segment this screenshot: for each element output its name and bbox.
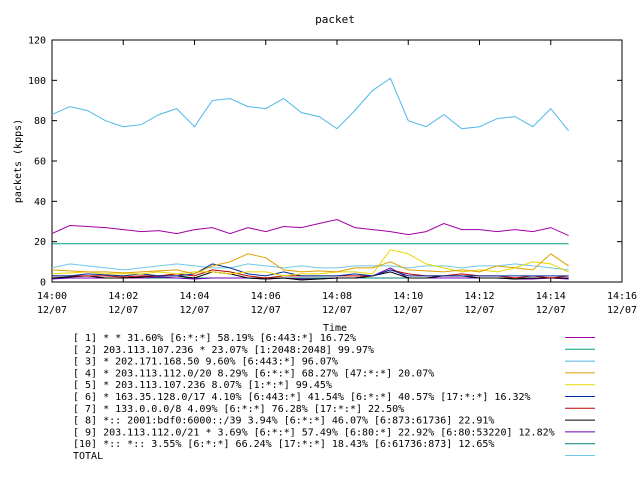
x-tick-label-time: 14:16: [607, 291, 637, 302]
y-tick-label: 60: [34, 157, 46, 168]
legend-entry-2: [ 2] 203.113.107.236 * 23.07% [1:2048:20…: [73, 345, 374, 356]
y-tick-label: 40: [34, 197, 46, 208]
x-tick-label-date: 12/07: [108, 305, 138, 316]
series-line-11: [51, 263, 569, 271]
x-tick-label-date: 12/07: [322, 305, 352, 316]
x-tick-label-time: 14:10: [393, 291, 423, 302]
legend-entry-7: [ 7] * 133.0.0.0/8 4.09% [6:*:*] 76.28% …: [73, 404, 404, 415]
x-tick-label-date: 12/07: [464, 305, 494, 316]
y-tick-label: 120: [28, 36, 46, 47]
x-tick-label-time: 14:14: [536, 291, 566, 302]
legend-entry-3: [ 3] * 202.171.168.50 9.60% [6:443:*] 96…: [73, 357, 338, 368]
series-line-5: [51, 249, 569, 277]
x-tick-label-time: 14:02: [108, 291, 138, 302]
x-axis-label: Time: [323, 323, 347, 334]
chart-title: packet: [315, 13, 355, 26]
legend-entry-6: [ 6] * 163.35.128.0/17 4.10% [6:443:*] 4…: [73, 392, 531, 403]
y-tick-label: 80: [34, 116, 46, 127]
plot-area: 0 20 40 60 80 100 120 14:00 12/07 14:02 12/07 14:04…: [28, 36, 637, 317]
x-tick-label-date: 12/07: [179, 305, 209, 316]
x-tick-label-date: 12/07: [607, 305, 637, 316]
legend-entry-11: TOTAL: [73, 451, 103, 462]
legend-entry-5: [ 5] * 203.113.107.236 8.07% [1:*:*] 99.…: [73, 380, 332, 391]
legend-entry-4: [ 4] * 203.113.112.0/20 8.29% [6:*:*] 68…: [73, 368, 434, 379]
legend-entry-8: [ 8] *:: 2001:bdf0:6000::/39 3.94% [6:*:…: [73, 416, 494, 427]
x-tick-label-date: 12/07: [393, 305, 423, 316]
x-tick-label-time: 14:08: [322, 291, 352, 302]
series-line-4: [51, 253, 569, 275]
y-axis-label: packets (kpps): [13, 119, 24, 203]
x-tick-label-date: 12/07: [37, 305, 67, 316]
series-line-3: [51, 77, 569, 132]
y-tick-label: 0: [40, 278, 46, 289]
x-tick-label-time: 14:06: [251, 291, 281, 302]
y-tick-label: 20: [34, 237, 46, 248]
legend-entry-1: [ 1] * * 31.60% [6:*:*] 58.19% [6:443:*]…: [73, 333, 356, 344]
series-line-8: [51, 271, 569, 281]
y-tick-label: 100: [28, 76, 46, 87]
x-tick-label-time: 14:12: [464, 291, 494, 302]
series-line-1: [51, 218, 569, 237]
legend: [ 1] * * 31.60% [6:*:*] 58.19% [6:443:*]…: [73, 333, 595, 462]
x-tick-label-time: 14:00: [37, 291, 67, 302]
legend-entry-10: [10] *:: *:: 3.55% [6:*:*] 66.24% [17:*:…: [73, 439, 494, 450]
plot-border: [51, 39, 623, 283]
x-tick-label-date: 12/07: [251, 305, 281, 316]
legend-entry-9: [ 9] 203.113.112.0/21 * 3.69% [6:*:*] 57…: [73, 427, 555, 438]
x-tick-label-date: 12/07: [536, 305, 566, 316]
x-tick-label-time: 14:04: [179, 291, 209, 302]
